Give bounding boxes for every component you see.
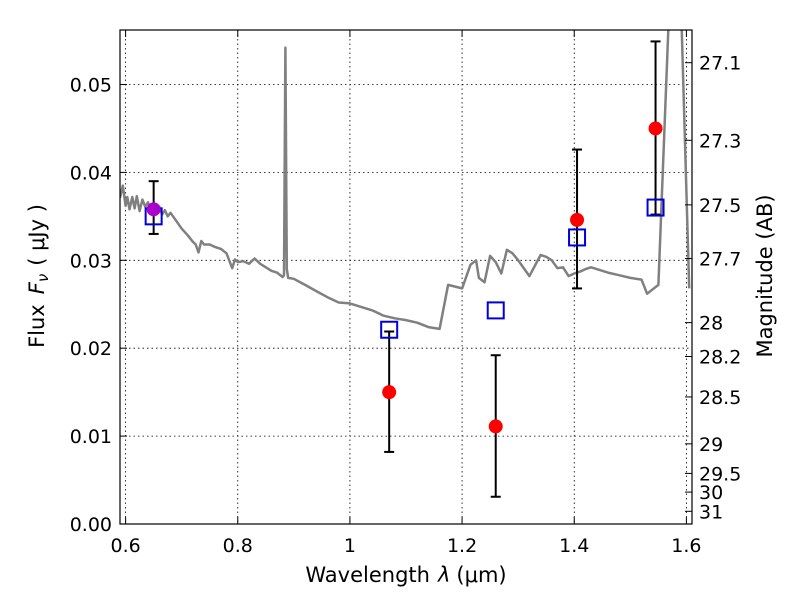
y2-tick-label: 28 [699, 313, 723, 335]
y2-tick-label: 27.1 [699, 53, 741, 75]
y-axis-label-text: Flux [25, 304, 49, 348]
y-tick-label: 0.00 [70, 514, 112, 536]
x-tick-label: 0.8 [223, 535, 253, 557]
x-axis-label: Wavelength λ (μm) [305, 563, 506, 587]
observed-photometry-point [488, 419, 503, 434]
y2-tick-label: 27.5 [699, 195, 741, 217]
plot-frame [119, 29, 693, 525]
y-tick-label: 0.02 [70, 338, 112, 360]
y2-tick-label: 30 [699, 482, 723, 504]
y2-tick-label: 29 [699, 434, 723, 456]
y-tick-label: 0.05 [70, 74, 112, 96]
y-tick-label: 0.03 [70, 250, 112, 272]
y-axis-label-unit: ( μJy ) [25, 204, 49, 266]
ticks [120, 30, 692, 525]
y2-tick-label: 28.2 [699, 347, 741, 369]
y2-tick-label: 27.7 [699, 249, 741, 271]
x-tick-label: 1 [344, 535, 356, 557]
y-axis-label: Flux Fν ( μJy ) [25, 204, 52, 348]
observed-photometry-point [570, 212, 585, 227]
x-axis-label-unit: (μm) [456, 563, 506, 587]
y2-tick-label: 27.3 [699, 130, 741, 152]
synthetic-photometry-square [380, 320, 399, 339]
x-axis-label-symbol: λ [437, 563, 450, 587]
y-axis-label-subscript: ν [34, 274, 52, 282]
y-tick-label: 0.04 [70, 162, 112, 184]
observed-photometry-point [648, 121, 663, 136]
x-tick-label: 0.6 [110, 535, 140, 557]
y2-tick-label: 31 [699, 501, 723, 523]
reference-photometry-point [146, 202, 161, 217]
markers [144, 121, 665, 434]
observed-photometry-point [382, 385, 397, 400]
x-tick-label: 1.4 [559, 535, 589, 557]
y2-tick-label: 29.5 [699, 463, 741, 485]
x-tick-label: 1.2 [447, 535, 477, 557]
synthetic-photometry-square [486, 301, 505, 320]
plot-area [120, 30, 691, 498]
y2-axis-label: Magnitude (AB) [753, 194, 777, 357]
tick-labels: 0.6 0.8 1 1.2 1.4 1.6 0.00 0.01 0.02 0.03 0.04 0.05… [70, 53, 742, 557]
x-tick-label: 1.6 [671, 535, 701, 557]
x-axis-label-text: Wavelength [305, 563, 430, 587]
synthetic-photometry-square [646, 198, 665, 217]
synthetic-photometry-square [568, 228, 587, 247]
y-tick-label: 0.01 [70, 426, 112, 448]
y-axis-label-symbol: F [25, 281, 49, 294]
y2-tick-label: 28.5 [699, 387, 741, 409]
